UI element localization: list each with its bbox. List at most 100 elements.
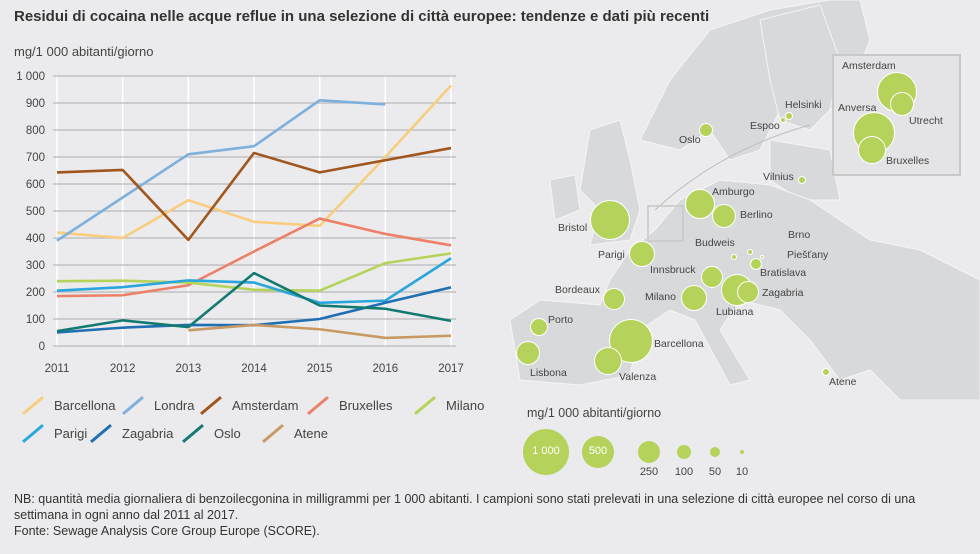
legend-item-londra: Londra <box>120 395 194 415</box>
legend-label: Amsterdam <box>232 397 299 413</box>
city-label: Piešťany <box>787 249 829 261</box>
y-tick-label: 500 <box>26 206 45 218</box>
line-chart: 2011 2012 2013 2014 2015 2016 2017 0 100 200 300 40… <box>16 71 464 375</box>
bubble-helsinki <box>785 112 793 120</box>
bubble-parigi <box>629 241 655 267</box>
legend-swatch <box>200 395 222 415</box>
city-label: Utrecht <box>909 115 943 127</box>
legend-item-amsterdam: Amsterdam <box>198 395 299 415</box>
city-label: Brno <box>788 229 811 241</box>
bubble-vilnius <box>798 176 806 184</box>
city-label: Helsinki <box>785 99 822 111</box>
city-label: Bratislava <box>760 267 807 279</box>
inset-source-box <box>647 205 684 242</box>
y-tick-label: 800 <box>26 125 45 137</box>
city-label: Innsbruck <box>650 264 696 276</box>
legend-item-barcellona: Barcellona <box>20 395 116 415</box>
size-legend-label: 250 <box>639 466 659 478</box>
inset-connector <box>654 124 811 211</box>
legend-label: Oslo <box>214 425 241 441</box>
footnote-source: Fonte: Sewage Analysis Core Group Europe… <box>14 524 320 538</box>
x-tick-label: 2013 <box>176 363 202 375</box>
footnote: NB: quantità media giornaliera di benzoi… <box>14 491 954 539</box>
series-line-milano <box>56 252 452 292</box>
size-legend-label: 100 <box>674 466 694 478</box>
size-legend-bubble <box>677 445 691 459</box>
y-tick-label: 400 <box>26 233 45 245</box>
city-label: Budweis <box>695 237 735 249</box>
y-tick-label: 0 <box>39 341 45 353</box>
city-label: Bordeaux <box>555 284 600 296</box>
x-tick-label: 2016 <box>373 363 399 375</box>
legend-item-zagabria: Zagabria <box>88 423 173 443</box>
bubble-amburgo <box>685 189 715 219</box>
city-label: Amsterdam <box>842 60 896 72</box>
y-tick-label: 100 <box>26 314 45 326</box>
size-legend-bubble <box>582 436 614 468</box>
series-line-amsterdam <box>56 146 452 242</box>
series-line-atene <box>188 323 452 340</box>
page-title: Residui di cocaina nelle acque reflue in… <box>14 8 710 25</box>
bubble-innsbruck <box>701 266 723 288</box>
size-legend-bubble <box>710 447 720 457</box>
legend-swatch <box>90 423 112 443</box>
series-line-londra <box>56 99 386 242</box>
x-tick-label: 2012 <box>110 363 136 375</box>
y-tick-label: 1 000 <box>16 71 45 83</box>
bubble-bruxelles <box>858 136 886 164</box>
bubble-utrecht <box>890 92 914 116</box>
city-label: Anversa <box>838 102 877 114</box>
city-label: Lisbona <box>530 367 567 379</box>
bubble-berlino <box>712 204 736 228</box>
city-label: Amburgo <box>712 186 755 198</box>
series-line-bruxelles <box>56 217 452 298</box>
city-label: Milano <box>645 291 676 303</box>
city-label: Porto <box>548 314 574 326</box>
city-label: Zagabria <box>762 287 804 299</box>
x-tick-label: 2015 <box>307 363 333 375</box>
bubble-porto <box>530 318 548 336</box>
size-legend-bubble <box>740 450 744 454</box>
legend-swatch <box>307 395 329 415</box>
map-legend-title: mg/1 000 abitanti/giorno <box>527 406 662 420</box>
y-tick-label: 200 <box>26 287 45 299</box>
x-tick-label: 2017 <box>438 363 464 375</box>
footnote-note: NB: quantità media giornaliera di benzoi… <box>14 492 916 522</box>
series-line-oslo <box>56 271 452 333</box>
size-legend-label: 500 <box>588 445 608 457</box>
series-line-barcellona <box>56 84 452 240</box>
bubble-piešťany <box>760 255 764 259</box>
legend-label: Barcellona <box>54 397 116 413</box>
size-legend-label: 50 <box>708 466 722 478</box>
bubble-budweis <box>731 254 737 260</box>
city-label: Lubiana <box>716 306 754 318</box>
legend-swatch <box>262 423 284 443</box>
legend-swatch <box>414 395 436 415</box>
bubble-bristol <box>590 200 630 240</box>
bubble-bordeaux <box>603 288 625 310</box>
bubble-milano <box>681 285 707 311</box>
legend-item-milano: Milano <box>412 395 485 415</box>
legend-swatch <box>22 395 44 415</box>
legend-item-bruxelles: Bruxelles <box>305 395 393 415</box>
legend-swatch <box>182 423 204 443</box>
bubble-bratislava <box>750 258 762 270</box>
city-label: Bristol <box>558 222 588 234</box>
legend-swatch <box>22 423 44 443</box>
y-tick-label: 600 <box>26 179 45 191</box>
city-label: Atene <box>829 376 857 388</box>
series-line-parigi <box>56 257 452 305</box>
size-legend-bubble <box>523 429 569 475</box>
legend-label: Parigi <box>54 425 88 441</box>
y-tick-label: 300 <box>26 260 45 272</box>
size-legend-label: 10 <box>735 466 749 478</box>
bubble-brno <box>747 249 753 255</box>
legend-label: Milano <box>446 397 485 413</box>
city-label: Bruxelles <box>886 155 930 167</box>
city-label: Valenza <box>619 371 657 383</box>
city-label: Parigi <box>598 249 625 261</box>
city-label: Espoo <box>750 120 780 132</box>
legend-swatch <box>122 395 144 415</box>
legend-label: Bruxelles <box>339 397 393 413</box>
legend-item-oslo: Oslo <box>180 423 241 443</box>
